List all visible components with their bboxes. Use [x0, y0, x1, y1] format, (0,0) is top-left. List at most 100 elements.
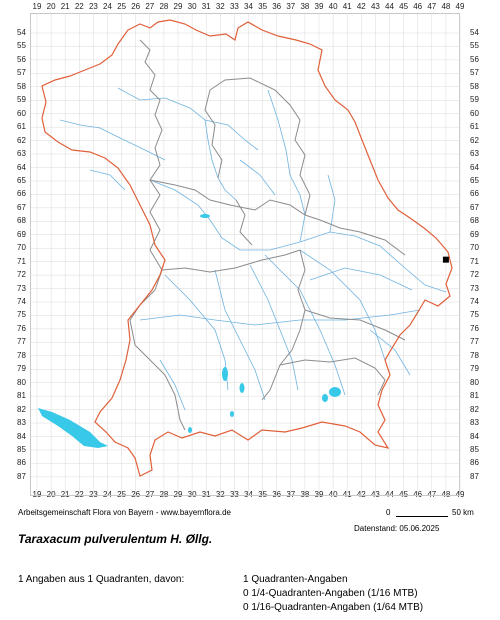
y-label-left: 65	[17, 175, 26, 185]
y-label-right: 74	[470, 297, 479, 306]
x-label-top: 40	[328, 2, 338, 11]
y-label-left: 68	[17, 216, 26, 226]
y-label-right: 58	[470, 81, 479, 91]
y-label-left: 58	[17, 81, 26, 91]
y-label-right: 73	[470, 283, 479, 293]
x-label-top: 26	[131, 2, 141, 11]
y-label-right: 76	[470, 323, 479, 333]
x-label-top: 43	[370, 2, 380, 11]
y-label-right: 83	[470, 418, 479, 428]
x-label-top: 29	[173, 2, 183, 11]
y-label-left: 69	[17, 229, 26, 239]
y-label-left: 61	[17, 122, 26, 132]
y-label-left: 80	[17, 377, 26, 387]
y-label-right: 70	[470, 243, 479, 253]
y-label-right: 67	[470, 202, 479, 212]
summary-line-2: 0 1/4-Quadranten-Angaben (1/16 MTB)	[243, 588, 418, 599]
y-label-right: 60	[470, 108, 479, 118]
y-label-left: 85	[17, 444, 26, 454]
y-label-left: 55	[17, 41, 26, 51]
y-label-right: 84	[470, 431, 479, 441]
y-label-left: 83	[17, 418, 26, 428]
y-label-right: 77	[470, 337, 479, 347]
x-label-top: 21	[60, 2, 70, 11]
x-label-top: 37	[286, 2, 296, 11]
y-label-left: 81	[17, 391, 26, 401]
y-label-left: 76	[17, 323, 26, 333]
x-label-top: 39	[314, 2, 324, 11]
x-label-top: 31	[201, 2, 211, 11]
y-label-left: 64	[17, 162, 26, 172]
x-label-top: 47	[427, 2, 437, 11]
y-label-right: 86	[470, 458, 479, 468]
y-label-right: 63	[470, 149, 479, 159]
x-label-top: 46	[413, 2, 423, 11]
y-label-left: 71	[17, 256, 26, 266]
x-label-top: 41	[342, 2, 352, 11]
x-label-top: 25	[117, 2, 127, 11]
species-title: Taraxacum pulverulentum H. Øllg.	[18, 532, 213, 546]
y-label-left: 54	[17, 28, 26, 37]
state-border	[41, 19, 453, 477]
x-label-top: 44	[385, 2, 394, 11]
x-label-top: 35	[258, 2, 268, 11]
y-label-left: 59	[17, 95, 26, 105]
date-label: Datenstand: 05.06.2025	[354, 524, 440, 533]
y-label-right: 64	[470, 162, 479, 172]
y-label-right: 71	[470, 256, 479, 266]
occurrence-marker	[442, 256, 449, 263]
y-label-left: 63	[17, 149, 26, 159]
y-label-right: 81	[470, 391, 479, 401]
x-label-top: 32	[215, 2, 225, 11]
x-label-top: 24	[103, 2, 112, 11]
y-label-right: 69	[470, 229, 479, 239]
scale-start-label: 0	[386, 508, 391, 517]
y-label-left: 82	[17, 404, 26, 414]
y-label-left: 86	[17, 458, 26, 468]
x-label-top: 42	[356, 2, 366, 11]
x-label-top: 20	[46, 2, 56, 11]
y-label-left: 78	[17, 350, 26, 360]
y-label-right: 85	[470, 444, 479, 454]
y-label-left: 70	[17, 243, 26, 253]
x-label-top: 22	[74, 2, 84, 11]
y-label-right: 72	[470, 270, 479, 280]
x-label-top: 45	[399, 2, 409, 11]
y-label-right: 57	[470, 68, 479, 78]
y-label-left: 72	[17, 270, 26, 280]
x-label-top: 23	[88, 2, 98, 11]
y-label-right: 62	[470, 135, 479, 145]
scale-end-label: 50 km	[452, 508, 474, 517]
y-label-left: 57	[17, 68, 26, 78]
y-label-left: 84	[17, 431, 26, 441]
y-label-right: 59	[470, 95, 479, 105]
y-label-right: 61	[470, 122, 479, 132]
y-label-right: 80	[470, 377, 479, 387]
y-label-right: 55	[470, 41, 479, 51]
x-label-top: 30	[187, 2, 197, 11]
river-network	[59, 87, 447, 411]
x-label-top: 28	[159, 2, 169, 11]
y-label-right: 66	[470, 189, 479, 199]
y-label-left: 73	[17, 283, 26, 293]
y-label-left: 79	[17, 364, 26, 374]
y-label-right: 75	[470, 310, 479, 320]
map-frame	[30, 13, 460, 496]
y-label-right: 87	[470, 471, 479, 481]
y-label-right: 65	[470, 175, 479, 185]
x-label-top: 19	[32, 2, 42, 11]
y-label-right: 56	[470, 54, 479, 64]
x-label-top: 49	[455, 2, 465, 11]
summary-left: 1 Angaben aus 1 Quadranten, davon:	[18, 574, 185, 585]
scale-line	[396, 516, 448, 517]
x-label-top: 34	[244, 2, 253, 11]
x-label-top: 48	[441, 2, 451, 11]
y-label-left: 67	[17, 202, 26, 212]
lakes	[38, 214, 341, 448]
y-label-right: 68	[470, 216, 479, 226]
y-label-left: 66	[17, 189, 26, 199]
x-label-top: 27	[145, 2, 155, 11]
y-label-left: 74	[17, 297, 26, 306]
y-label-left: 87	[17, 471, 26, 481]
